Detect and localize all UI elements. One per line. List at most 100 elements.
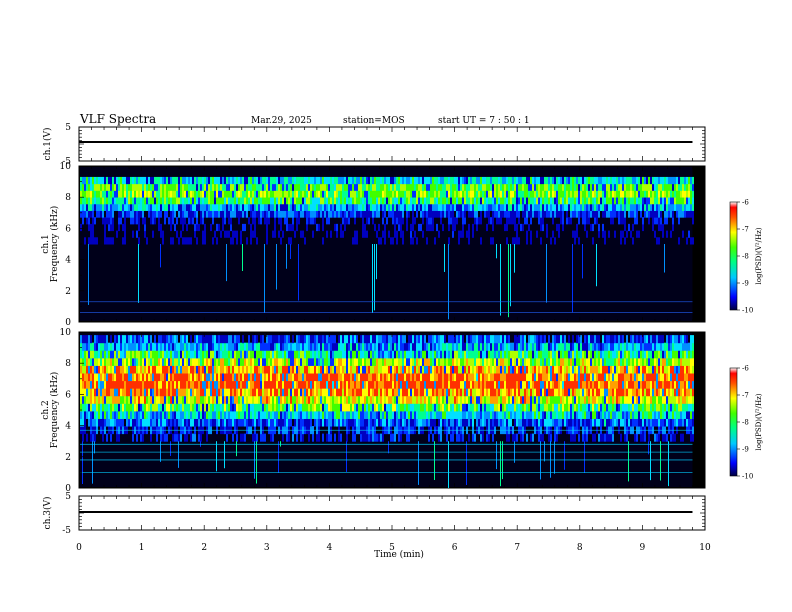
spectrogram-cell — [484, 380, 486, 389]
spectrogram-cell — [394, 388, 396, 397]
spectrogram-cell — [290, 418, 292, 427]
spectrogram-cell — [486, 388, 488, 397]
spectrogram-cell — [522, 197, 524, 205]
spectrogram-cell — [146, 237, 148, 245]
spectrogram-cell — [692, 237, 694, 245]
spectrogram-cell — [298, 183, 300, 191]
spectrogram-cell — [288, 350, 290, 359]
spectrogram-cell — [142, 183, 144, 191]
spectrogram-cell — [184, 237, 186, 245]
spectrogram-cell — [120, 410, 122, 419]
spectrogram-cell — [86, 395, 88, 404]
spectrogram-cell — [302, 357, 304, 366]
spectrogram-cell — [424, 357, 426, 366]
spectrogram-cell — [232, 357, 234, 366]
spectrogram-cell — [608, 203, 610, 211]
spectrogram-cell — [584, 190, 586, 198]
spectrogram-cell — [282, 433, 284, 442]
spectrogram-cell — [616, 203, 618, 211]
spectrogram-cell — [298, 380, 300, 389]
spectrogram-cell — [416, 373, 418, 382]
spectrogram-cell — [444, 410, 446, 419]
spectrogram-cell — [372, 335, 374, 344]
spectrogram-cell — [494, 190, 496, 198]
spectrogram-cell — [226, 350, 228, 359]
spectrogram-cell — [638, 203, 640, 211]
spectrogram-cell — [602, 210, 604, 218]
spectrogram-cell — [410, 342, 412, 351]
spectrogram-cell — [298, 373, 300, 382]
spectrogram-cell — [314, 335, 316, 344]
spectrogram-cell — [246, 210, 248, 218]
spectrogram-cell — [448, 183, 450, 191]
spectrogram-cell — [112, 223, 114, 232]
spectrogram-cell — [374, 433, 376, 442]
spectrogram-cell — [140, 373, 142, 382]
spectrogram-cell — [220, 335, 222, 344]
spectrogram-cell — [462, 373, 464, 382]
spectrogram-cell — [324, 373, 326, 382]
spectrogram-cell — [202, 410, 204, 419]
spectrogram-cell — [370, 357, 372, 366]
spectrogram-cell — [100, 418, 102, 427]
spectrogram-cell — [200, 418, 202, 427]
spectrogram-cell — [212, 350, 214, 359]
spectrogram-cell — [362, 418, 364, 427]
spectrogram-cell — [368, 373, 370, 382]
spectrogram-cell — [284, 217, 286, 225]
spectrogram-cell — [628, 190, 630, 198]
spectrogram-cell — [224, 203, 226, 211]
spectrogram-cell — [634, 190, 636, 198]
spectrogram-cell — [484, 210, 486, 218]
spectrogram-cell — [488, 342, 490, 351]
spectrogram-cell — [302, 335, 304, 344]
spectrogram-cell — [376, 433, 378, 442]
spectrogram-cell — [326, 176, 328, 185]
spectrogram-cell — [102, 335, 104, 344]
spectrogram-cell — [536, 176, 538, 185]
sferic-line — [372, 244, 373, 313]
spectrogram-cell — [318, 342, 320, 351]
spectrogram-cell — [244, 350, 246, 359]
spectrogram-cell — [346, 203, 348, 211]
spectrogram-cell — [472, 410, 474, 419]
spectrogram-cell — [520, 223, 522, 232]
spectrogram-cell — [550, 237, 552, 245]
spectrogram-cell — [88, 197, 90, 205]
spectrogram-cell — [306, 403, 308, 412]
spectrogram-cell — [528, 223, 530, 232]
spectrogram-cell — [322, 237, 324, 245]
spectrogram-cell — [218, 223, 220, 232]
spectrogram-cell — [570, 197, 572, 205]
spectrogram-cell — [378, 190, 380, 198]
spectrogram-cell — [90, 335, 92, 344]
spectrogram-cell — [168, 373, 170, 382]
spectrogram-cell — [104, 217, 106, 225]
spectrogram-cell — [140, 176, 142, 185]
spectrogram-cell — [82, 176, 84, 185]
spectrogram-cell — [88, 237, 90, 245]
spectrogram-cell — [216, 380, 218, 389]
spectrogram-cell — [448, 418, 450, 427]
spectrogram-cell — [650, 176, 652, 185]
spectrogram-cell — [380, 373, 382, 382]
spectrogram-cell — [174, 223, 176, 232]
spectrogram-cell — [484, 190, 486, 198]
spectrogram-cell — [364, 190, 366, 198]
spectrogram-cell — [424, 190, 426, 198]
spectrogram-cell — [432, 403, 434, 412]
spectrogram-cell — [562, 183, 564, 191]
spectrogram-cell — [668, 190, 670, 198]
spectrogram-cell — [458, 210, 460, 218]
spectrogram-cell — [448, 410, 450, 419]
spectrogram-cell — [410, 410, 412, 419]
spectrogram-cell — [602, 230, 604, 238]
spectrogram-cell — [510, 190, 512, 198]
spectrogram-cell — [332, 350, 334, 359]
spectrogram-cell — [298, 403, 300, 412]
spectrogram-cell — [440, 418, 442, 427]
spectrogram-cell — [416, 350, 418, 359]
spectrogram-cell — [228, 183, 230, 191]
spectrogram-cell — [292, 433, 294, 442]
spectrogram-cell — [670, 183, 672, 191]
